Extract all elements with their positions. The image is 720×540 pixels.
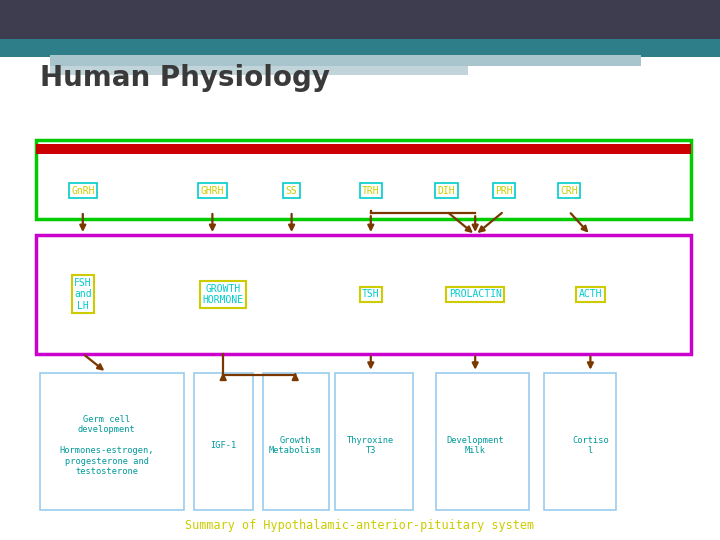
Text: TSH: TSH xyxy=(362,289,379,299)
Text: PRH: PRH xyxy=(495,186,513,195)
Text: IGF-1: IGF-1 xyxy=(210,441,236,450)
Bar xyxy=(50,66,468,75)
Text: Human Physiology: Human Physiology xyxy=(40,64,330,92)
Bar xyxy=(0,0,720,40)
Text: Development
Milk: Development Milk xyxy=(446,436,504,455)
Text: Thyroxine
T3: Thyroxine T3 xyxy=(347,436,395,455)
Text: DIH: DIH xyxy=(438,186,455,195)
FancyBboxPatch shape xyxy=(436,373,529,510)
Text: GHRH: GHRH xyxy=(201,186,224,195)
Text: ACTH: ACTH xyxy=(579,289,602,299)
Text: Summary of Hypothalamic-anterior-pituitary system: Summary of Hypothalamic-anterior-pituita… xyxy=(186,519,534,532)
Bar xyxy=(0,39,720,57)
Text: PROLACTIN: PROLACTIN xyxy=(449,289,502,299)
FancyBboxPatch shape xyxy=(36,140,691,219)
FancyBboxPatch shape xyxy=(40,373,184,510)
Bar xyxy=(50,55,641,66)
FancyBboxPatch shape xyxy=(263,373,329,510)
Bar xyxy=(36,144,691,154)
Text: Cortiso
l: Cortiso l xyxy=(572,436,609,455)
Text: TRH: TRH xyxy=(362,186,379,195)
Text: CRH: CRH xyxy=(560,186,577,195)
Text: Germ cell
development

Hormones-estrogen,
progesterone and
testosterone: Germ cell development Hormones-estrogen,… xyxy=(59,415,154,476)
FancyBboxPatch shape xyxy=(544,373,616,510)
FancyBboxPatch shape xyxy=(335,373,413,510)
Text: GnRH: GnRH xyxy=(71,186,94,195)
Text: SS: SS xyxy=(286,186,297,195)
FancyBboxPatch shape xyxy=(194,373,253,510)
Text: GROWTH
HORMONE: GROWTH HORMONE xyxy=(202,284,244,305)
Text: FSH
and
LH: FSH and LH xyxy=(74,278,91,311)
FancyBboxPatch shape xyxy=(36,235,691,354)
Text: Growth
Metabolism: Growth Metabolism xyxy=(269,436,321,455)
